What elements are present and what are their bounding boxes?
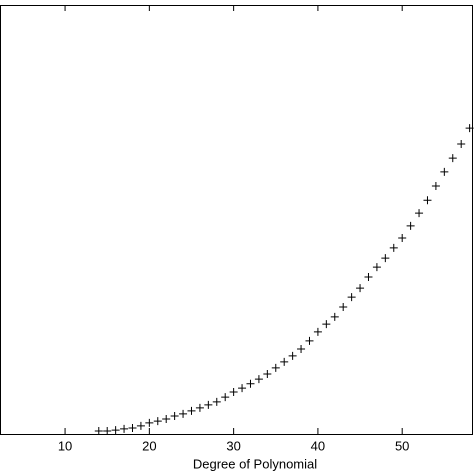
data-point [195,403,204,412]
x-tick-label: 30 [226,438,240,453]
data-point [179,409,188,418]
data-point [423,196,432,205]
data-point [339,303,348,312]
data-point [347,293,356,302]
x-tick-label: 10 [58,438,72,453]
data-point [246,379,255,388]
data-point [271,363,280,372]
data-point [238,384,247,393]
plot-frame [0,5,473,435]
data-point [145,418,154,427]
data-point [305,336,314,345]
data-point [221,393,230,402]
data-point [212,397,221,406]
x-tick-label: 40 [311,438,325,453]
data-point [372,263,381,272]
data-point [406,221,415,230]
data-point [94,426,103,435]
data-point [128,423,137,432]
data-point [313,327,322,336]
data-point [280,357,289,366]
data-point [153,417,162,426]
data-point [297,345,306,354]
data-point [103,426,112,435]
data-point [364,272,373,281]
data-point [330,312,339,321]
data-point [389,243,398,252]
data-point [448,154,457,163]
x-tick-label: 50 [395,438,409,453]
data-point [263,369,272,378]
data-point [120,424,129,433]
data-point [465,124,474,133]
data-point [187,406,196,415]
data-point [398,233,407,242]
data-point [288,351,297,360]
data-point [440,167,449,176]
data-point [457,139,466,148]
data-point [254,375,263,384]
data-point [381,254,390,263]
data-point [170,411,179,420]
data-point [415,209,424,218]
data-point [204,400,213,409]
data-point [322,320,331,329]
x-tick-label: 20 [142,438,156,453]
data-point [431,182,440,191]
data-point [162,414,171,423]
x-axis-label: Degree of Polynomial [193,456,317,471]
data-point [229,387,238,396]
data-point [136,421,145,430]
data-point [356,284,365,293]
data-point [111,426,120,435]
